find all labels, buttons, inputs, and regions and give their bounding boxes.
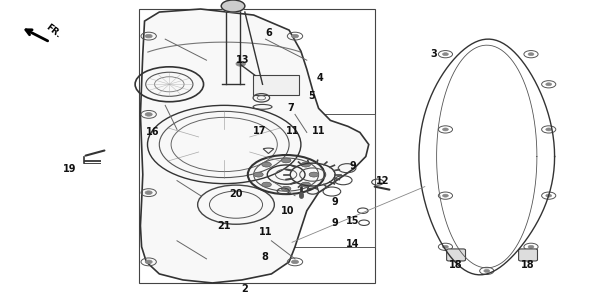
Text: 14: 14 [346, 239, 359, 249]
Circle shape [254, 172, 263, 177]
Circle shape [442, 194, 448, 197]
Circle shape [221, 0, 245, 12]
Text: 15: 15 [346, 216, 359, 226]
Text: 7: 7 [287, 103, 294, 113]
Circle shape [145, 34, 152, 38]
Circle shape [262, 162, 271, 167]
Circle shape [145, 113, 152, 116]
Circle shape [484, 269, 490, 272]
Circle shape [145, 191, 152, 194]
Circle shape [301, 182, 310, 187]
Circle shape [291, 34, 299, 38]
FancyBboxPatch shape [447, 249, 466, 261]
FancyBboxPatch shape [519, 249, 537, 261]
Text: 10: 10 [281, 206, 294, 216]
Text: 11: 11 [286, 126, 299, 136]
Circle shape [262, 182, 271, 187]
Text: 2: 2 [241, 284, 248, 294]
Bar [257, 114, 375, 247]
Text: 20: 20 [230, 189, 242, 199]
Circle shape [442, 128, 448, 131]
Text: 5: 5 [308, 91, 315, 101]
Text: 4: 4 [316, 73, 323, 83]
Circle shape [442, 53, 448, 56]
Text: 18: 18 [521, 260, 535, 270]
Text: 9: 9 [332, 218, 339, 228]
Circle shape [145, 260, 152, 264]
Circle shape [236, 61, 245, 66]
Text: 18: 18 [449, 260, 463, 270]
Circle shape [291, 260, 299, 264]
Text: 13: 13 [237, 55, 250, 65]
Circle shape [281, 186, 291, 191]
Text: 21: 21 [218, 221, 231, 231]
Text: 3: 3 [430, 49, 437, 59]
Circle shape [546, 194, 552, 197]
Text: 12: 12 [376, 175, 389, 186]
Text: 19: 19 [63, 163, 76, 174]
Text: 17: 17 [253, 126, 266, 136]
Text: 6: 6 [265, 28, 272, 38]
Circle shape [442, 245, 448, 248]
Circle shape [546, 83, 552, 86]
Circle shape [309, 172, 319, 177]
Polygon shape [140, 9, 369, 283]
Circle shape [528, 245, 534, 248]
Circle shape [546, 128, 552, 131]
Text: 16: 16 [146, 127, 159, 138]
FancyBboxPatch shape [253, 75, 299, 95]
Text: 11: 11 [312, 126, 325, 136]
Text: 9: 9 [332, 197, 339, 207]
Circle shape [281, 158, 291, 163]
Text: 8: 8 [261, 252, 268, 262]
Bar [139, 9, 375, 283]
Text: 11: 11 [259, 227, 272, 237]
Circle shape [528, 53, 534, 56]
Circle shape [301, 162, 310, 167]
Text: FR.: FR. [44, 23, 63, 40]
Text: 9: 9 [349, 160, 356, 171]
